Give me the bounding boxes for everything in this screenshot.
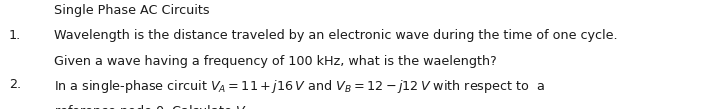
Text: Given a wave having a frequency of 100 kHz, what is the waelength?: Given a wave having a frequency of 100 k… — [54, 54, 497, 67]
Text: 1.: 1. — [9, 29, 21, 42]
Text: In a single-phase circuit $V_{A}=11+j16\,V$ and $V_{B}=12-j12\,V$ with respect t: In a single-phase circuit $V_{A}=11+j16\… — [54, 78, 545, 95]
Text: 2.: 2. — [9, 78, 21, 91]
Text: Wavelength is the distance traveled by an electronic wave during the time of one: Wavelength is the distance traveled by a… — [54, 29, 618, 42]
Text: Single Phase AC Circuits: Single Phase AC Circuits — [54, 4, 210, 17]
Text: reference node 0. Calculate $V_{AB}$.: reference node 0. Calculate $V_{AB}$. — [54, 104, 261, 109]
